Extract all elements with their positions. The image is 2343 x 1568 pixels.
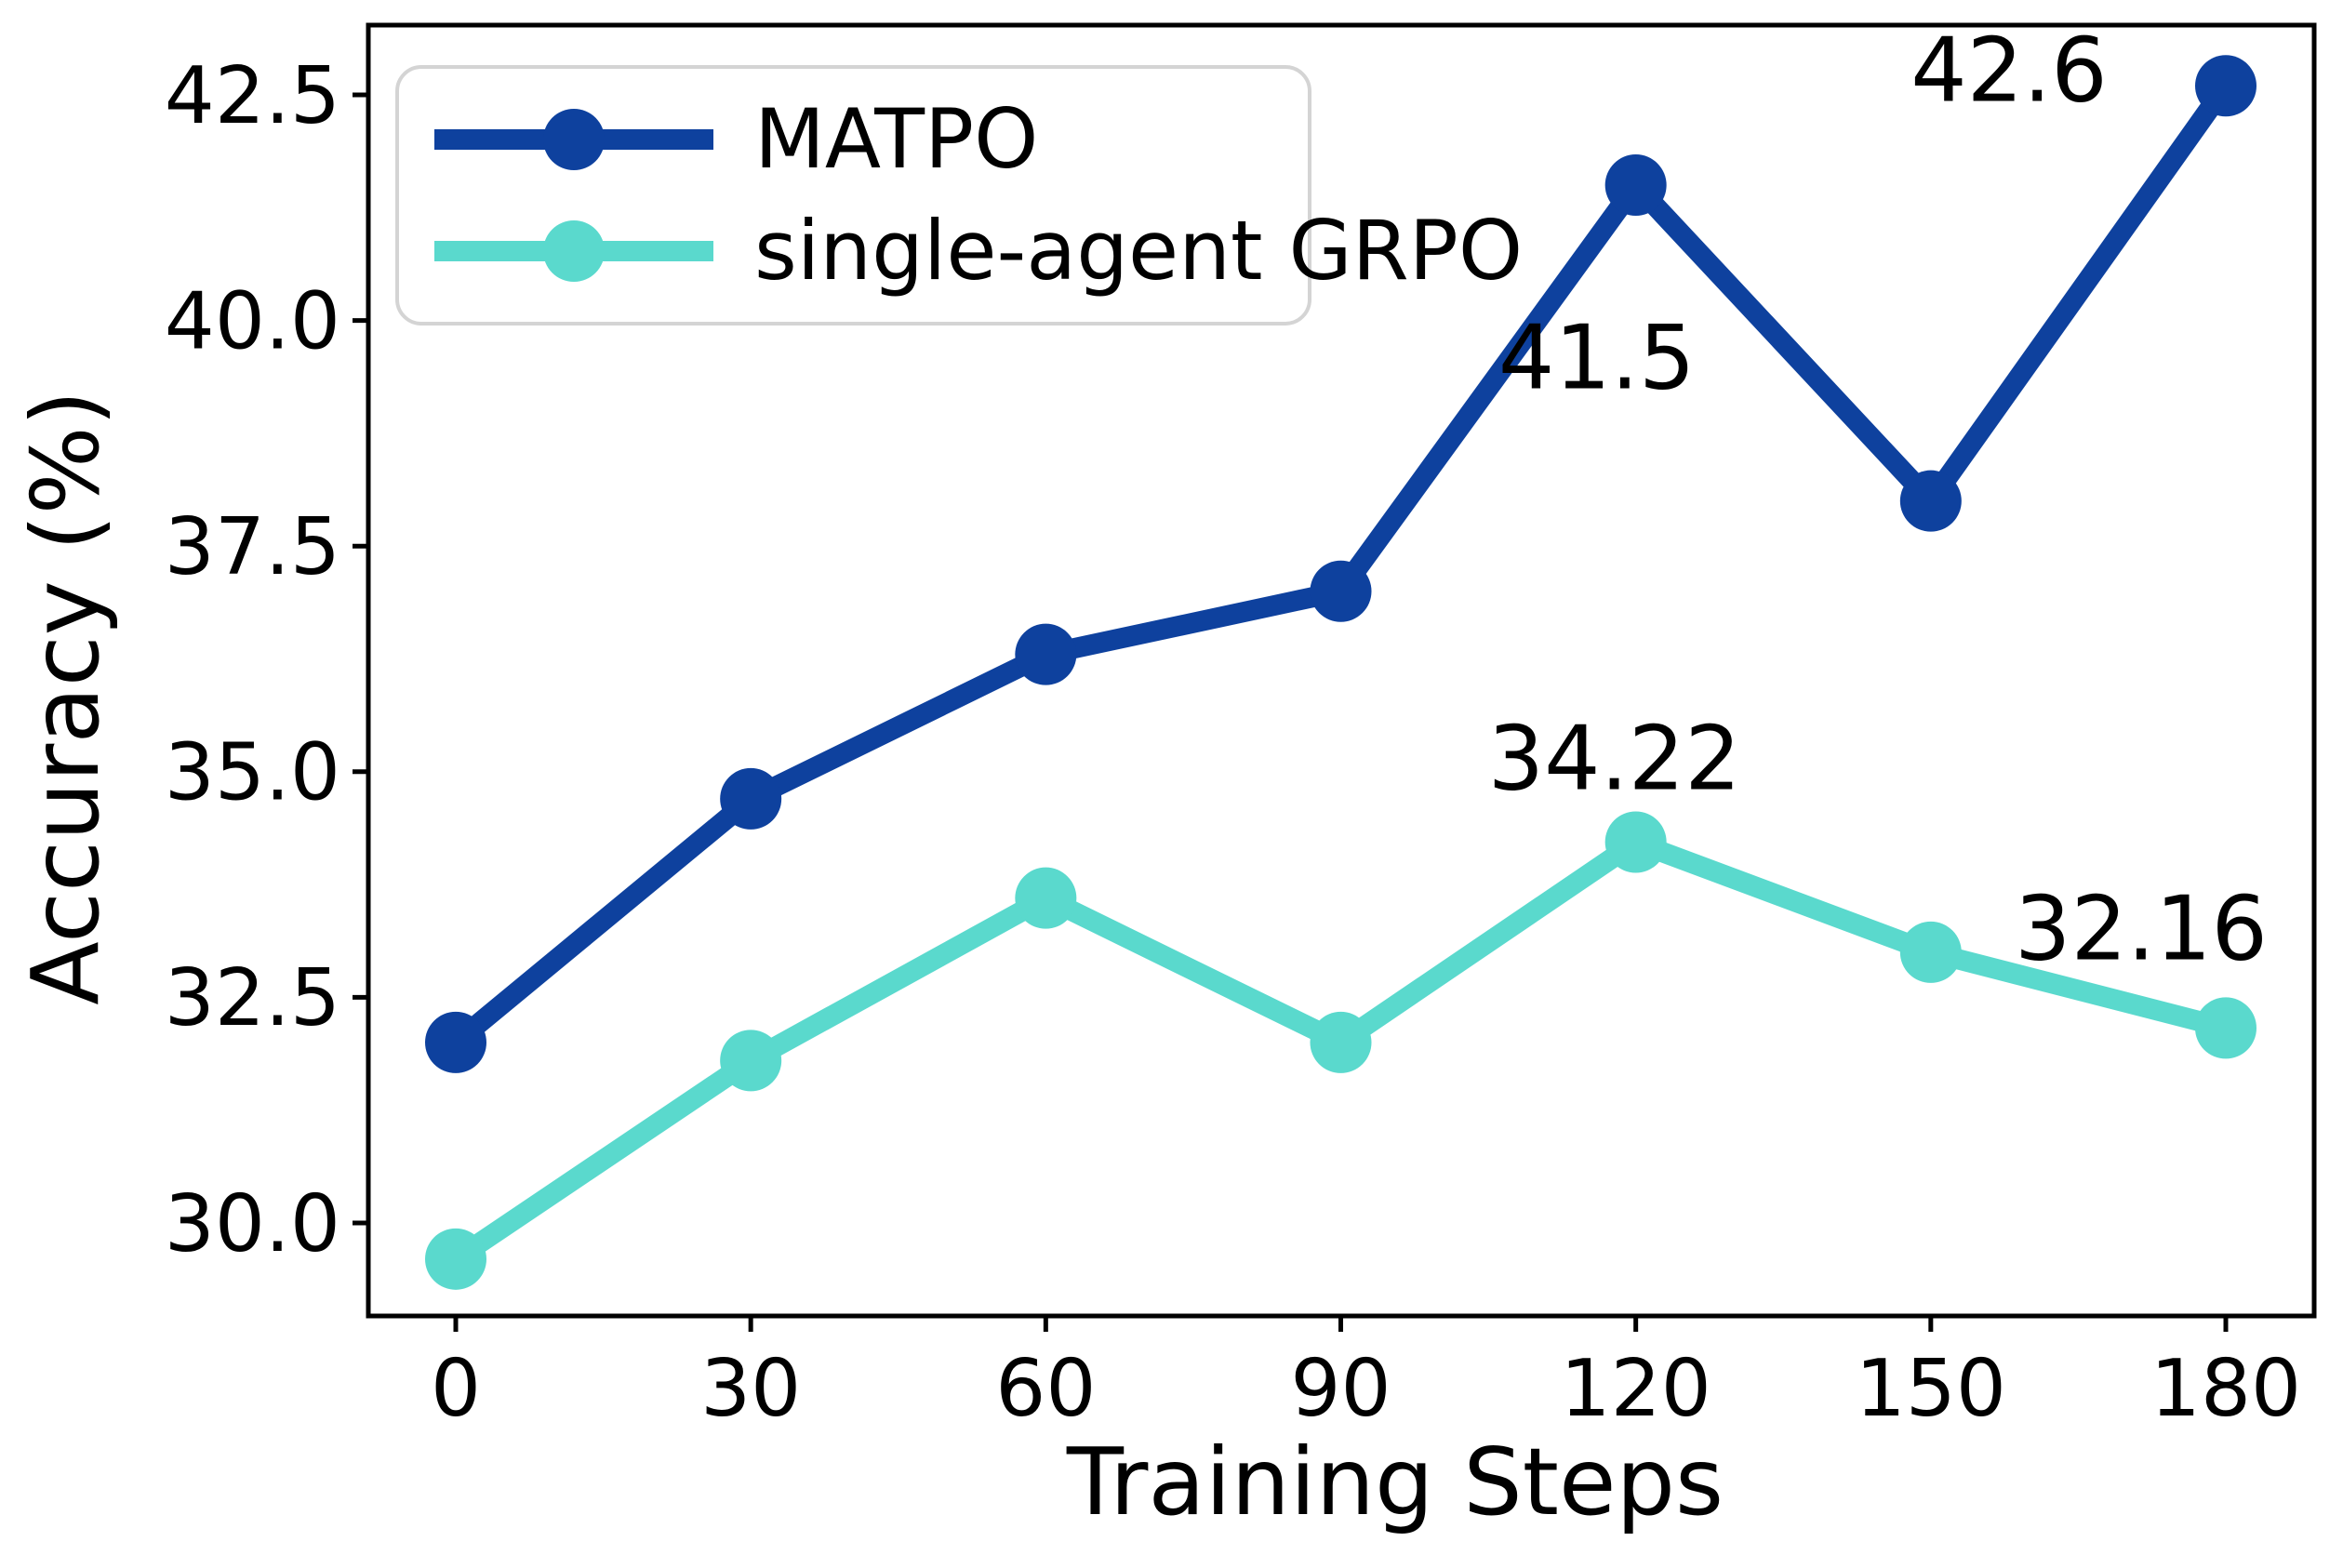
y-tick-label: 37.5 [165,501,340,593]
data-point-grpo [720,1030,782,1092]
data-point-matpo [1310,560,1372,622]
data-point-matpo [720,767,782,830]
legend-label-single-agent-grpo: single-agent GRPO [754,203,1524,299]
point-annotations: 41.5 42.6 34.22 32.16 [1488,20,2268,981]
data-point-matpo [425,1011,486,1073]
x-tick-label: 120 [1561,1343,1711,1435]
x-tick-label: 150 [1856,1343,2006,1435]
value-annotation: 32.16 [2015,879,2268,981]
data-point-matpo [2194,55,2256,117]
y-axis-title: Accuracy (%) [11,390,120,1004]
y-tick-label: 35.0 [165,727,340,819]
legend-label-matpo: MATPO [754,91,1039,187]
x-tick-label: 90 [1290,1343,1391,1435]
matpo-line-marker-swatch [434,107,713,172]
axis-ticks: 0 30 60 90 120 150 180 42.5 40.0 37.5 35.0 32.5 30.0 [165,50,2301,1435]
legend-item-matpo: MATPO [434,99,1308,180]
legend-item-single-agent-grpo: single-agent GRPO [434,210,1523,292]
y-tick-label: 40.0 [165,275,340,367]
x-tick-label: 180 [2150,1343,2301,1435]
value-annotation: 41.5 [1498,307,1696,409]
data-point-matpo [1899,470,1962,532]
data-series [425,55,2256,1290]
data-point-grpo [1015,867,1077,929]
legend: MATPO single-agent GRPO [395,65,1523,326]
data-point-matpo [1604,154,1667,217]
y-tick-label: 30.0 [165,1178,340,1270]
y-tick-label: 32.5 [165,952,340,1044]
y-tick-label: 42.5 [165,50,340,142]
value-annotation: 42.6 [1910,20,2108,123]
data-point-grpo [1899,921,1962,983]
data-point-matpo [1015,623,1077,685]
x-tick-label: 60 [995,1343,1096,1435]
x-tick-label: 0 [431,1343,481,1435]
value-annotation: 34.22 [1488,709,1741,811]
x-tick-label: 30 [700,1343,801,1435]
data-point-grpo [2194,997,2256,1059]
data-point-grpo [425,1228,486,1290]
grpo-line-marker-swatch [434,219,713,284]
data-point-grpo [1604,811,1667,873]
data-point-grpo [1310,1011,1372,1073]
x-axis-title: Training Steps [1066,1428,1724,1536]
